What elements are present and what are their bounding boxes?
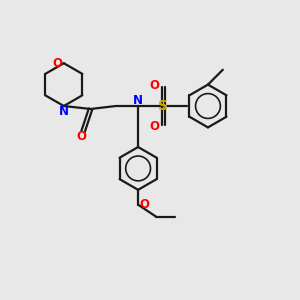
Text: O: O bbox=[149, 120, 160, 133]
Text: O: O bbox=[149, 79, 160, 92]
Text: O: O bbox=[140, 198, 150, 211]
Text: S: S bbox=[158, 99, 168, 113]
Text: O: O bbox=[76, 130, 87, 143]
Text: N: N bbox=[133, 94, 143, 106]
Text: O: O bbox=[52, 57, 62, 70]
Text: N: N bbox=[59, 105, 69, 118]
